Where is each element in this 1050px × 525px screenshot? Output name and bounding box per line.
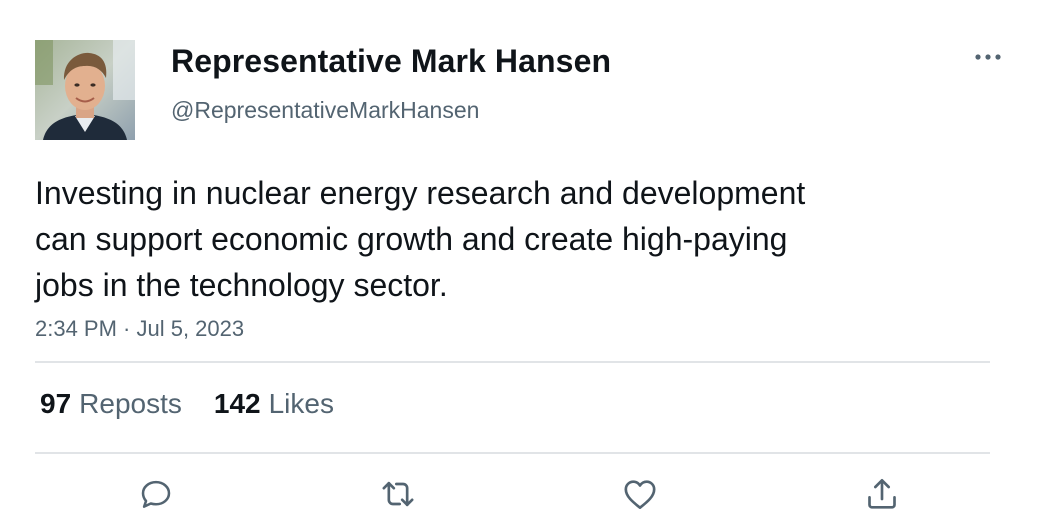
- repost-button[interactable]: [378, 474, 418, 514]
- timestamp[interactable]: 2:34 PM · Jul 5, 2023: [35, 316, 245, 341]
- tweet-text: Investing in nuclear energy research and…: [35, 175, 806, 303]
- likes-label: Likes: [268, 388, 334, 419]
- more-options-button[interactable]: [966, 44, 1010, 70]
- divider: [35, 452, 990, 454]
- engagement-stats: 97 Reposts 142 Likes: [40, 388, 334, 420]
- display-name[interactable]: Representative Mark Hansen: [171, 43, 612, 79]
- share-icon: [868, 479, 896, 509]
- share-button[interactable]: [862, 474, 902, 514]
- reposts-label: Reposts: [79, 388, 182, 419]
- reply-icon: [141, 480, 171, 508]
- repost-icon: [382, 481, 414, 507]
- like-button[interactable]: [620, 474, 660, 514]
- like-icon: [624, 480, 656, 509]
- likes-count: 142: [213, 388, 261, 419]
- avatar[interactable]: [35, 40, 135, 140]
- reply-button[interactable]: [136, 474, 176, 514]
- profile-photo: [35, 40, 135, 140]
- likes-stat[interactable]: 142 Likes: [214, 388, 334, 420]
- more-options-icon: [975, 54, 1001, 60]
- handle[interactable]: @RepresentativeMarkHansen: [171, 97, 480, 123]
- reposts-count: 97: [40, 388, 72, 419]
- reposts-stat[interactable]: 97 Reposts: [40, 388, 182, 420]
- divider: [35, 361, 990, 363]
